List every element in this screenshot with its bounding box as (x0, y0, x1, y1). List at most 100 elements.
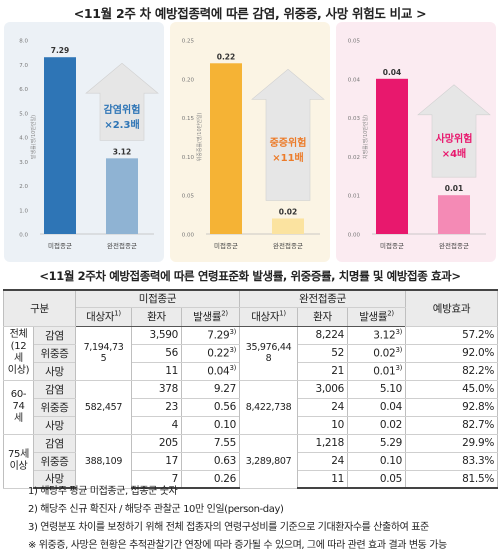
bar-value-label: 0.22 (217, 52, 236, 61)
row-type: 위중증 (32, 452, 77, 471)
y-tick-label: 0.01 (348, 194, 360, 200)
severe-risk-chart: 0.00 0.05 0.10 0.15 0.20 0.25 위중증률(명/10만인일) 0.2… (182, 39, 325, 250)
rate-value: 9.27 (213, 383, 237, 395)
y-tick-label: 0.25 (182, 39, 195, 45)
rate-cell: 7.55 (181, 433, 241, 453)
unvac-cases: 205 (131, 433, 183, 453)
rate-value: 7.55 (213, 437, 237, 449)
header-cases: 환자 (131, 307, 183, 327)
row-type: 감염 (32, 379, 77, 399)
y-axis-label: 발생률(명/10만인일) (30, 115, 37, 159)
risk-multiplier: ×11배 (272, 151, 304, 164)
rate-cell: 0.63 (181, 452, 241, 471)
table-row: 60-74 세 감염 582,457 378 9.27 8,422,738 3,006 5.10… (3, 379, 499, 435)
bar-value-label: 0.01 (445, 184, 464, 193)
y-tick-label: 8.0 (19, 39, 28, 45)
table-row: 위중증 17 0.63 24 0.10 83.3% (4, 452, 499, 471)
unvac-subjects-line: 582,457 (84, 401, 123, 413)
rate-value: 0.02 (379, 419, 403, 431)
risk-multiplier: ×4배 (442, 147, 467, 160)
chart-section-title: <11월 2주 차 예방접종력에 따른 감염, 위중증, 사망 위험도 비교 > (73, 6, 427, 21)
y-axis-label: 치명률(명/10만인일) (362, 115, 369, 159)
y-tick-label: 0.0 (19, 233, 28, 239)
effect-value: 45.0% (405, 379, 499, 399)
unvac-subjects-line: 7,194,73 (83, 342, 124, 353)
rate-cell: 0.043) (181, 362, 241, 381)
table-section-title: <11월 2주차 예방접종력에 따른 연령표준화 발생률, 위중증률, 치명률 … (39, 269, 461, 283)
footnote: 1) 해당주 평균 미접종군, 접종군 숫자 (28, 486, 178, 497)
y-tick-label: 0.04 (348, 77, 361, 83)
header-effect: 예방효과 (405, 289, 499, 327)
vac-subjects-line: 35,976,44 (245, 342, 292, 353)
group-label-line: 60-74 (10, 389, 27, 412)
rate-value: 0.26 (213, 472, 237, 485)
bar-value-label: 3.12 (113, 147, 132, 156)
chart-panel-death: 0.00 0.01 0.02 0.03 0.04 0.05 치명률(명/10만인일) 0.04… (336, 22, 496, 262)
header-vaccinated: 완전접종군 (239, 289, 407, 308)
header-subjects: 대상자1) (75, 307, 133, 327)
bar (44, 57, 76, 234)
rate-cell: 0.05 (347, 470, 407, 489)
bar (376, 78, 408, 234)
bar (272, 218, 304, 234)
table-body: 전체 (12세 이상) 감염 7,194,73 5 3,590 7.293) 35,976,44… (3, 326, 499, 489)
y-tick-label: 0.15 (182, 116, 195, 122)
y-tick-label: 3.0 (19, 160, 28, 166)
rate-cell: 9.27 (181, 379, 241, 399)
risk-annotation: 사망위험 (436, 132, 473, 145)
risk-annotation: 감염위험 (104, 103, 141, 116)
effect-value: 83.3% (405, 452, 499, 471)
group-label: 75세 이상 (3, 433, 34, 489)
footnote: ※ 위중증, 사망은 현황은 추적관찰기간 연장에 따라 증가될 수 있으며, … (28, 540, 447, 551)
group-label: 60-74 세 (3, 379, 34, 435)
unvac-cases: 56 (131, 344, 183, 363)
unvac-cases: 378 (131, 379, 183, 399)
group-label-line: 전체 (9, 329, 28, 340)
y-tick-label: 2.0 (19, 184, 28, 190)
group-label: 전체 (12세 이상) (3, 326, 34, 381)
x-tick-label: 미접종군 (48, 241, 72, 250)
y-tick-label: 1.0 (19, 208, 28, 214)
rate-value: 7.29 (207, 329, 230, 342)
unvac-subjects-line: 388,109 (84, 455, 123, 467)
unvac-cases: 23 (131, 398, 183, 417)
row-type: 위중증 (32, 344, 77, 363)
vac-subjects-line: 8,422,738 (245, 401, 292, 413)
y-tick-label: 5.0 (19, 111, 28, 117)
row-type: 사망 (32, 362, 77, 381)
chart-panel-severe: 0.00 0.05 0.10 0.15 0.20 0.25 위중증률(명/10만인일) 0.2… (170, 22, 330, 262)
y-tick-label: 0.10 (182, 155, 195, 161)
unvac-cases: 3,590 (131, 326, 183, 345)
footnote: 3) 연령분포 차이를 보정하기 위해 전체 접종자의 연령구성비를 기준으로 … (28, 522, 429, 533)
unvac-subjects-line: 5 (100, 353, 107, 364)
vac-cases: 3,006 (297, 379, 349, 399)
bar (438, 195, 470, 234)
effect-value: 82.2% (405, 362, 499, 381)
rate-value: 0.10 (379, 455, 403, 467)
rate-cell: 7.293) (181, 326, 241, 345)
unvac-cases: 11 (131, 362, 183, 381)
row-type: 위중증 (32, 398, 77, 417)
rate-value: 0.04 (207, 365, 230, 378)
rate-note: 3) (395, 346, 403, 355)
rate-cell: 0.56 (181, 398, 241, 417)
y-tick-label: 6.0 (19, 87, 28, 93)
group-label-line: 이상 (9, 461, 28, 472)
row-type: 감염 (32, 433, 77, 453)
rate-value: 0.22 (207, 347, 230, 360)
unvac-cases: 4 (131, 416, 183, 435)
rate-cell: 3.123) (347, 326, 407, 345)
effect-value: 92.0% (405, 344, 499, 363)
vac-cases: 24 (297, 452, 349, 471)
table-row: 위중증 56 0.223) 52 0.023) 92.0% (4, 344, 499, 363)
rate-cell: 0.02 (347, 416, 407, 435)
vac-subjects-line: 8 (265, 353, 272, 364)
header-group: 구분 (2, 289, 77, 327)
rate-cell: 0.023) (347, 344, 407, 363)
y-tick-label: 7.0 (19, 63, 28, 69)
group-label-line: 세 (14, 413, 23, 424)
rate-note: 3) (229, 364, 237, 373)
vac-cases: 21 (297, 362, 349, 381)
rate-note: 3) (229, 328, 237, 337)
rate-value: 3.12 (373, 329, 396, 342)
